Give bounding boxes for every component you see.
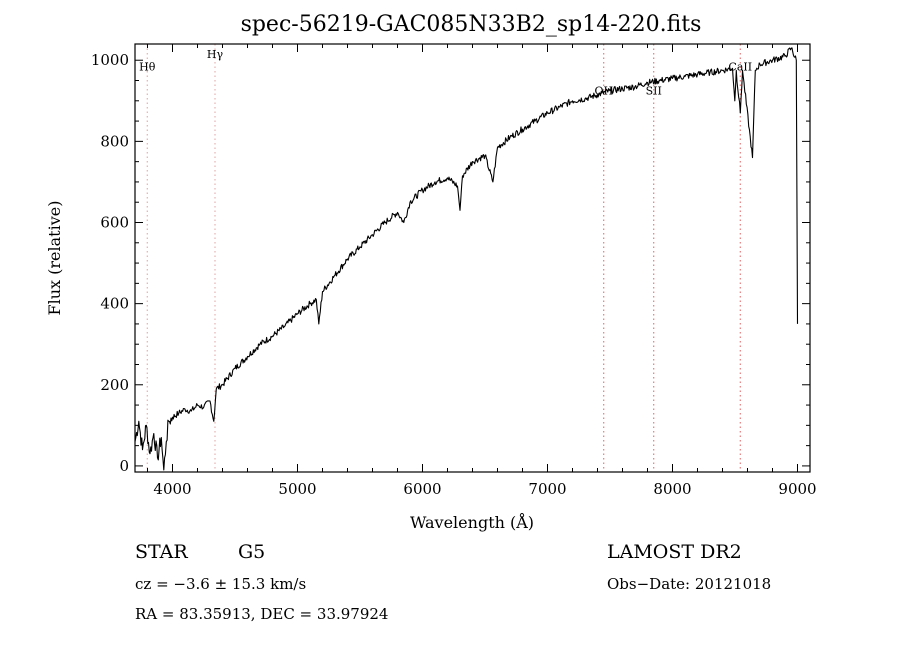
- spectral-line-label: Hγ: [207, 48, 224, 61]
- y-tick-label: 800: [100, 132, 129, 150]
- y-axis-ticks: 0 200 400 600 800 1000: [91, 51, 810, 475]
- object-class: STAR: [135, 541, 188, 563]
- x-tick-label: 8000: [653, 480, 691, 498]
- spectrum-series-line: [134, 47, 799, 471]
- spectral-line-label: CaII: [728, 60, 752, 73]
- spectral-line-label: Hθ: [139, 60, 156, 73]
- x-axis-ticks: 4000 5000 6000 7000 8000 9000: [147, 44, 817, 498]
- plot-frame: [134, 43, 811, 473]
- y-tick-label: 400: [100, 295, 129, 313]
- y-tick-label: 600: [100, 214, 129, 232]
- velocity-readout: cz = −3.6 ± 15.3 km/s: [135, 575, 306, 593]
- y-axis-title: Flux (relative): [45, 201, 64, 316]
- x-tick-label: 4000: [153, 480, 191, 498]
- x-tick-label: 6000: [403, 480, 441, 498]
- observation-date: Obs−Date: 20121018: [607, 575, 771, 593]
- chart-title: spec-56219-GAC085N33B2_sp14-220.fits: [241, 12, 702, 37]
- x-tick-label: 7000: [528, 480, 566, 498]
- coordinates-readout: RA = 83.35913, DEC = 33.97924: [135, 605, 388, 623]
- x-axis-title: Wavelength (Å): [410, 512, 534, 532]
- spectral-line-label: SII: [646, 85, 662, 98]
- x-tick-label: 9000: [778, 480, 816, 498]
- object-subclass: G5: [238, 541, 265, 563]
- x-tick-label: 5000: [278, 480, 316, 498]
- y-tick-label: 1000: [91, 51, 129, 69]
- y-tick-label: 0: [119, 457, 129, 475]
- survey-name: LAMOST DR2: [607, 541, 742, 563]
- y-tick-label: 200: [100, 376, 129, 394]
